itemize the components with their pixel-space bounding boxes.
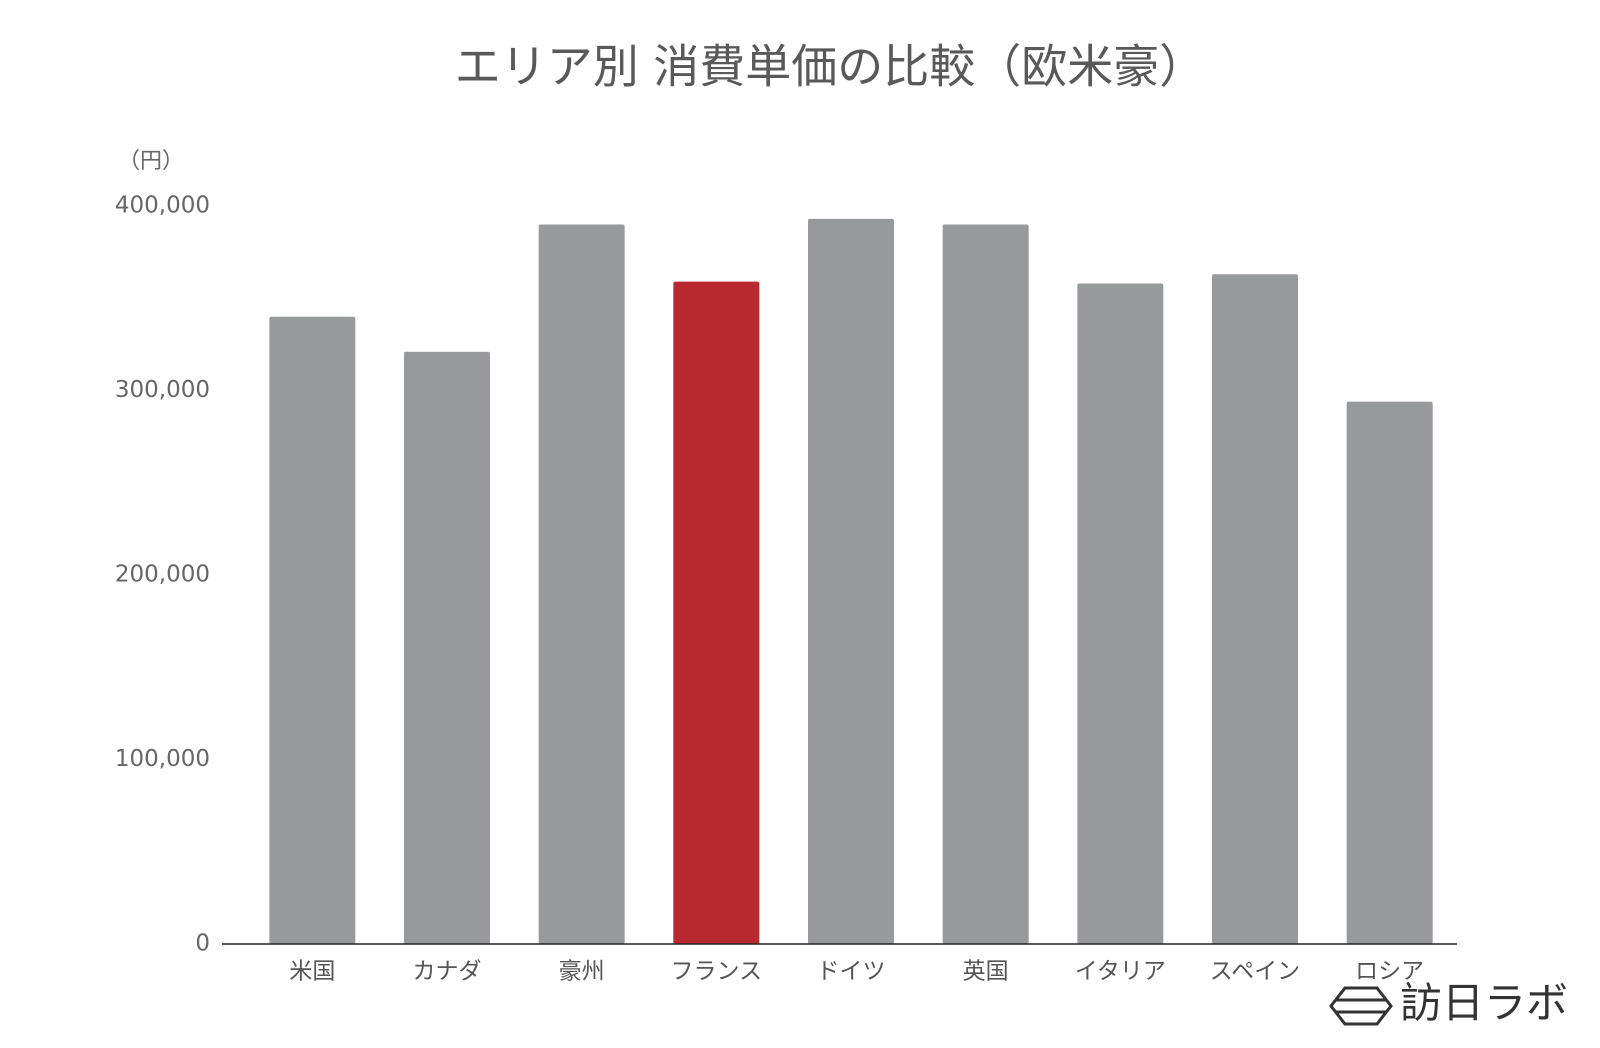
x-tick-label: カナダ [413,959,482,985]
bar [1212,274,1298,944]
x-tick-label: 豪州 [559,959,605,985]
y-tick-label: 400,000 [115,193,210,219]
chart-title: エリア別 消費単価の比較（欧米豪） [455,40,1206,94]
y-tick-label: 300,000 [115,377,210,403]
logo-icon [1329,986,1393,1026]
bar [538,224,625,944]
y-tick-label: 200,000 [115,562,210,588]
bar [942,224,1029,944]
x-tick-label: スペイン [1210,959,1300,985]
x-tick-label: ドイツ [817,959,886,985]
bar [269,316,356,944]
bar [1077,283,1164,944]
logo: 訪日ラボ [1329,979,1568,1028]
bar [404,351,490,944]
logo-text: 訪日ラボ [1400,979,1568,1028]
x-tick-label: 米国 [289,959,335,985]
bar [1346,401,1433,944]
y-tick-label: 0 [195,931,210,957]
y-axis-label: （円） [118,149,184,174]
bar [808,218,894,945]
x-tick-label: イタリア [1075,959,1166,985]
bar [673,281,760,944]
x-tick-label: 英国 [963,959,1009,985]
x-tick-label: フランス [671,959,763,985]
x-tick-label: ロシア [1355,959,1424,985]
y-tick-label: 100,000 [115,746,210,772]
